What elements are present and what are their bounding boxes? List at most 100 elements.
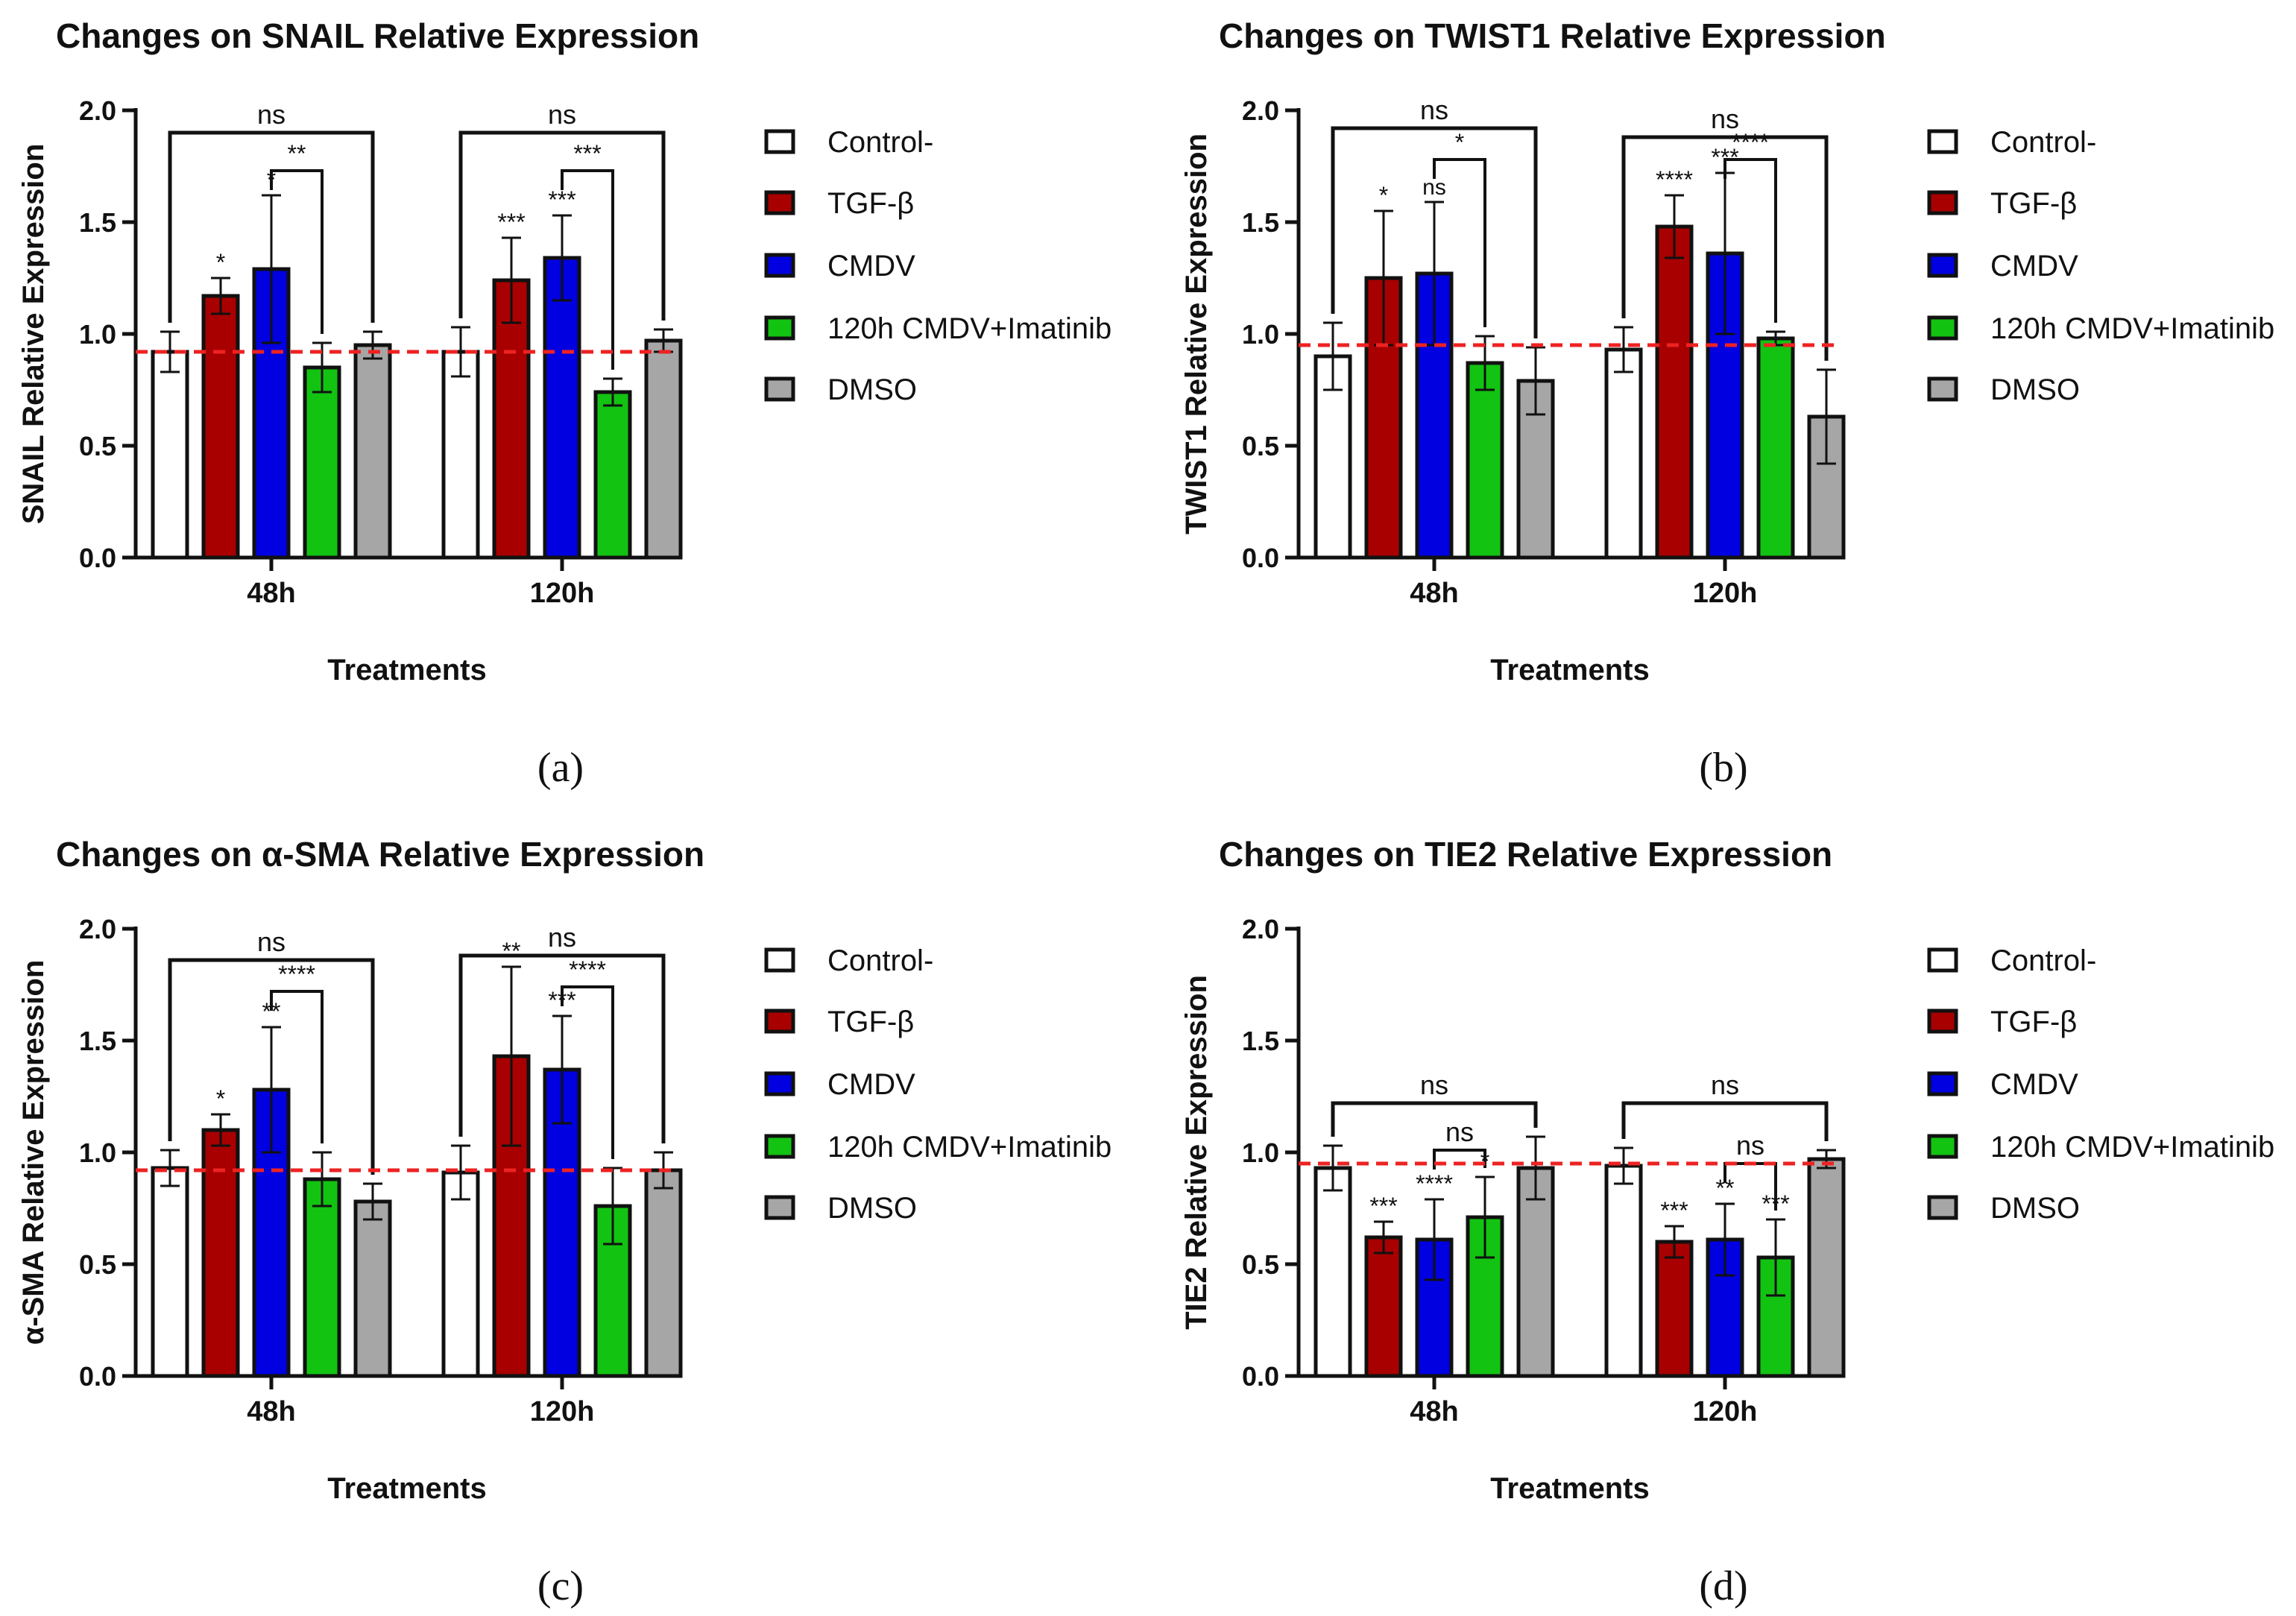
x-tick-label: 120h: [1693, 1396, 1758, 1427]
significance-label: ***: [497, 209, 525, 236]
significance-label: **: [502, 938, 521, 965]
bar-control--120h: [1604, 347, 1643, 560]
legend-label: 120h CMDV+Imatinib: [827, 312, 1111, 345]
bar-dmso-120h: [1807, 1157, 1846, 1378]
bar-cmdv-48h: [252, 267, 291, 560]
legend-label: 120h CMDV+Imatinib: [1990, 1131, 2274, 1164]
chart-title: Changes on SNAIL Relative Expression: [56, 16, 699, 55]
chart-panel-b: Changes on TWIST1 Relative Expression TWI…: [1180, 16, 2274, 791]
y-tick-label: 1.0: [79, 1137, 116, 1168]
y-axis-label: SNAIL Relative Expression: [17, 144, 50, 525]
significance-bracket: [168, 130, 375, 323]
legend-swatch: [1927, 1071, 1958, 1096]
bar-120h-cmdv-imatinib-48h: [1466, 1215, 1504, 1378]
bracket-label: ns: [1420, 95, 1448, 125]
significance-bracket: [1433, 158, 1486, 327]
bar-dmso-48h: [1516, 1166, 1555, 1378]
legend-swatch: [1927, 129, 1958, 154]
x-tick-label: 48h: [247, 1396, 295, 1427]
x-axis-label: Treatments: [1490, 654, 1649, 687]
bar-120h-cmdv-imatinib-48h: [303, 365, 341, 560]
bar-tgf--120h: [1655, 1240, 1694, 1378]
legend-label: 120h CMDV+Imatinib: [1990, 312, 2274, 345]
legend-swatch: [764, 1195, 795, 1220]
legend-swatch: [764, 1009, 795, 1034]
bar-control--120h: [441, 350, 480, 560]
legend-label: CMDV: [1990, 250, 2078, 283]
significance-bracket: [270, 169, 324, 334]
y-tick-label: 1.5: [1242, 1026, 1279, 1056]
significance-bracket: [458, 953, 666, 1143]
y-tick-label: 0.0: [79, 1361, 116, 1392]
y-axis-label: α-SMA Relative Expression: [17, 960, 50, 1345]
y-axis-label: TWIST1 Relative Expression: [1180, 133, 1213, 534]
bracket-label: ns: [548, 99, 576, 130]
y-tick-label: 1.0: [1242, 1137, 1279, 1168]
legend-swatch: [1927, 1134, 1958, 1159]
significance-bracket: [458, 130, 666, 321]
bracket-label: ****: [569, 956, 606, 983]
y-tick-label: 2.0: [79, 95, 116, 126]
significance-label: *: [1379, 182, 1388, 209]
significance-bracket: [1621, 1101, 1829, 1141]
panel-letter: (d): [1699, 1563, 1747, 1609]
significance-label: ns: [1422, 175, 1446, 200]
bar-control--48h: [151, 350, 189, 560]
x-tick-label: 120h: [1693, 578, 1758, 609]
bracket-label: ns: [1420, 1070, 1448, 1100]
y-tick-label: 1.0: [1242, 319, 1279, 350]
bracket-label: ***: [573, 140, 601, 167]
legend-swatch: [764, 376, 795, 402]
x-tick-label: 120h: [530, 578, 595, 609]
legend-swatch: [764, 1134, 795, 1159]
legend-swatch: [1927, 315, 1958, 341]
bar-control--120h: [1604, 1164, 1643, 1378]
y-tick-label: 0.5: [79, 431, 116, 461]
y-tick-label: 0.0: [1242, 543, 1279, 573]
significance-bracket: [168, 958, 375, 1175]
y-tick-label: 1.5: [79, 207, 116, 238]
significance-bracket: [1331, 126, 1538, 338]
bar-dmso-48h: [353, 1199, 392, 1378]
legend-label: Control-: [1990, 944, 2096, 977]
bar-control--120h: [441, 1170, 480, 1378]
bar-control--48h: [151, 1166, 189, 1378]
y-tick-label: 0.5: [1242, 1249, 1279, 1280]
significance-label: ****: [1416, 1170, 1453, 1197]
legend-swatch: [1927, 376, 1958, 402]
bar-120h-cmdv-imatinib-120h: [1756, 1255, 1795, 1378]
x-tick-label: 48h: [1410, 1396, 1458, 1427]
significance-bracket: [1723, 158, 1777, 323]
significance-label: *: [216, 249, 225, 276]
significance-bracket: [1433, 1149, 1486, 1170]
significance-label: ***: [1369, 1193, 1397, 1219]
legend-label: CMDV: [827, 1068, 915, 1101]
bar-120h-cmdv-imatinib-48h: [1466, 361, 1504, 560]
y-tick-label: 0.5: [1242, 431, 1279, 461]
legend-label: Control-: [827, 126, 933, 159]
bracket-label: ns: [548, 922, 576, 953]
legend-swatch: [764, 190, 795, 215]
chart-title: Changes on TIE2 Relative Expression: [1219, 835, 1832, 874]
y-tick-label: 0.5: [79, 1249, 116, 1280]
significance-label: *: [216, 1085, 225, 1112]
bar-dmso-120h: [644, 1168, 683, 1378]
bar-tgf--120h: [1655, 224, 1694, 560]
y-tick-label: 2.0: [79, 914, 116, 944]
y-tick-label: 1.0: [79, 319, 116, 350]
y-tick-label: 1.5: [1242, 207, 1279, 238]
bar-cmdv-120h: [543, 256, 581, 560]
significance-label: ***: [1660, 1197, 1688, 1224]
bracket-label: ns: [1711, 104, 1739, 134]
x-tick-label: 48h: [1410, 578, 1458, 609]
y-tick-label: 2.0: [1242, 95, 1279, 126]
significance-bracket: [561, 169, 614, 370]
legend-swatch: [1927, 1009, 1958, 1034]
legend-swatch: [1927, 1195, 1958, 1220]
y-tick-label: 2.0: [1242, 914, 1279, 944]
x-tick-label: 120h: [530, 1396, 595, 1427]
significance-label: ****: [1656, 166, 1693, 193]
bar-tgf--48h: [201, 1128, 240, 1378]
y-tick-label: 0.0: [1242, 1361, 1279, 1392]
legend-swatch: [764, 1071, 795, 1096]
